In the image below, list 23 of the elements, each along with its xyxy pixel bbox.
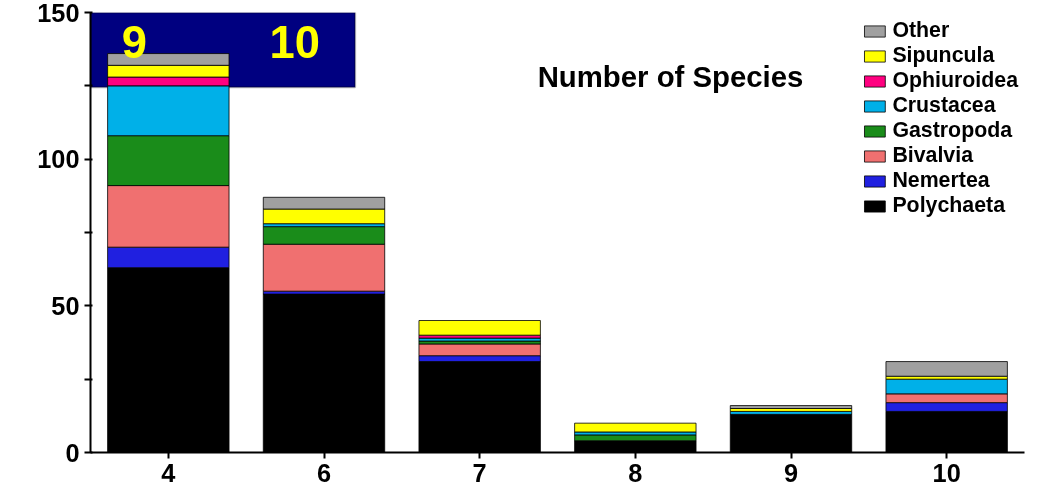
- x-tick-label: 6: [316, 458, 332, 487]
- annotation: 10: [269, 16, 320, 68]
- x-tick-label: 8: [628, 458, 643, 487]
- y-tick-label: 50: [51, 291, 80, 320]
- legend-label: Polychaeta: [892, 193, 1006, 218]
- x-tick-label: 4: [161, 458, 176, 487]
- text: Number of Species: [537, 59, 804, 93]
- bar: [574, 422, 697, 433]
- x-tick-label: 10: [932, 458, 961, 487]
- y-tick-label: 0: [65, 438, 80, 467]
- x-tick-label: 9: [783, 458, 799, 487]
- y-tick-label: 100: [37, 145, 80, 174]
- bar: [418, 320, 541, 336]
- legend-label: Gastropoda: [892, 118, 1013, 143]
- y-tick-label: 150: [37, 0, 80, 27]
- legend-label: Crustacea: [892, 93, 996, 118]
- legend-label: Nemertea: [892, 168, 990, 193]
- bar: [885, 361, 1008, 377]
- legend-label: Sipuncula: [892, 43, 995, 68]
- x-tick-label: 7: [472, 458, 487, 487]
- legend-label: Other: [892, 18, 950, 43]
- legend-label: Bivalvia: [892, 143, 974, 168]
- legend-label: Ophiuroidea: [892, 68, 1018, 93]
